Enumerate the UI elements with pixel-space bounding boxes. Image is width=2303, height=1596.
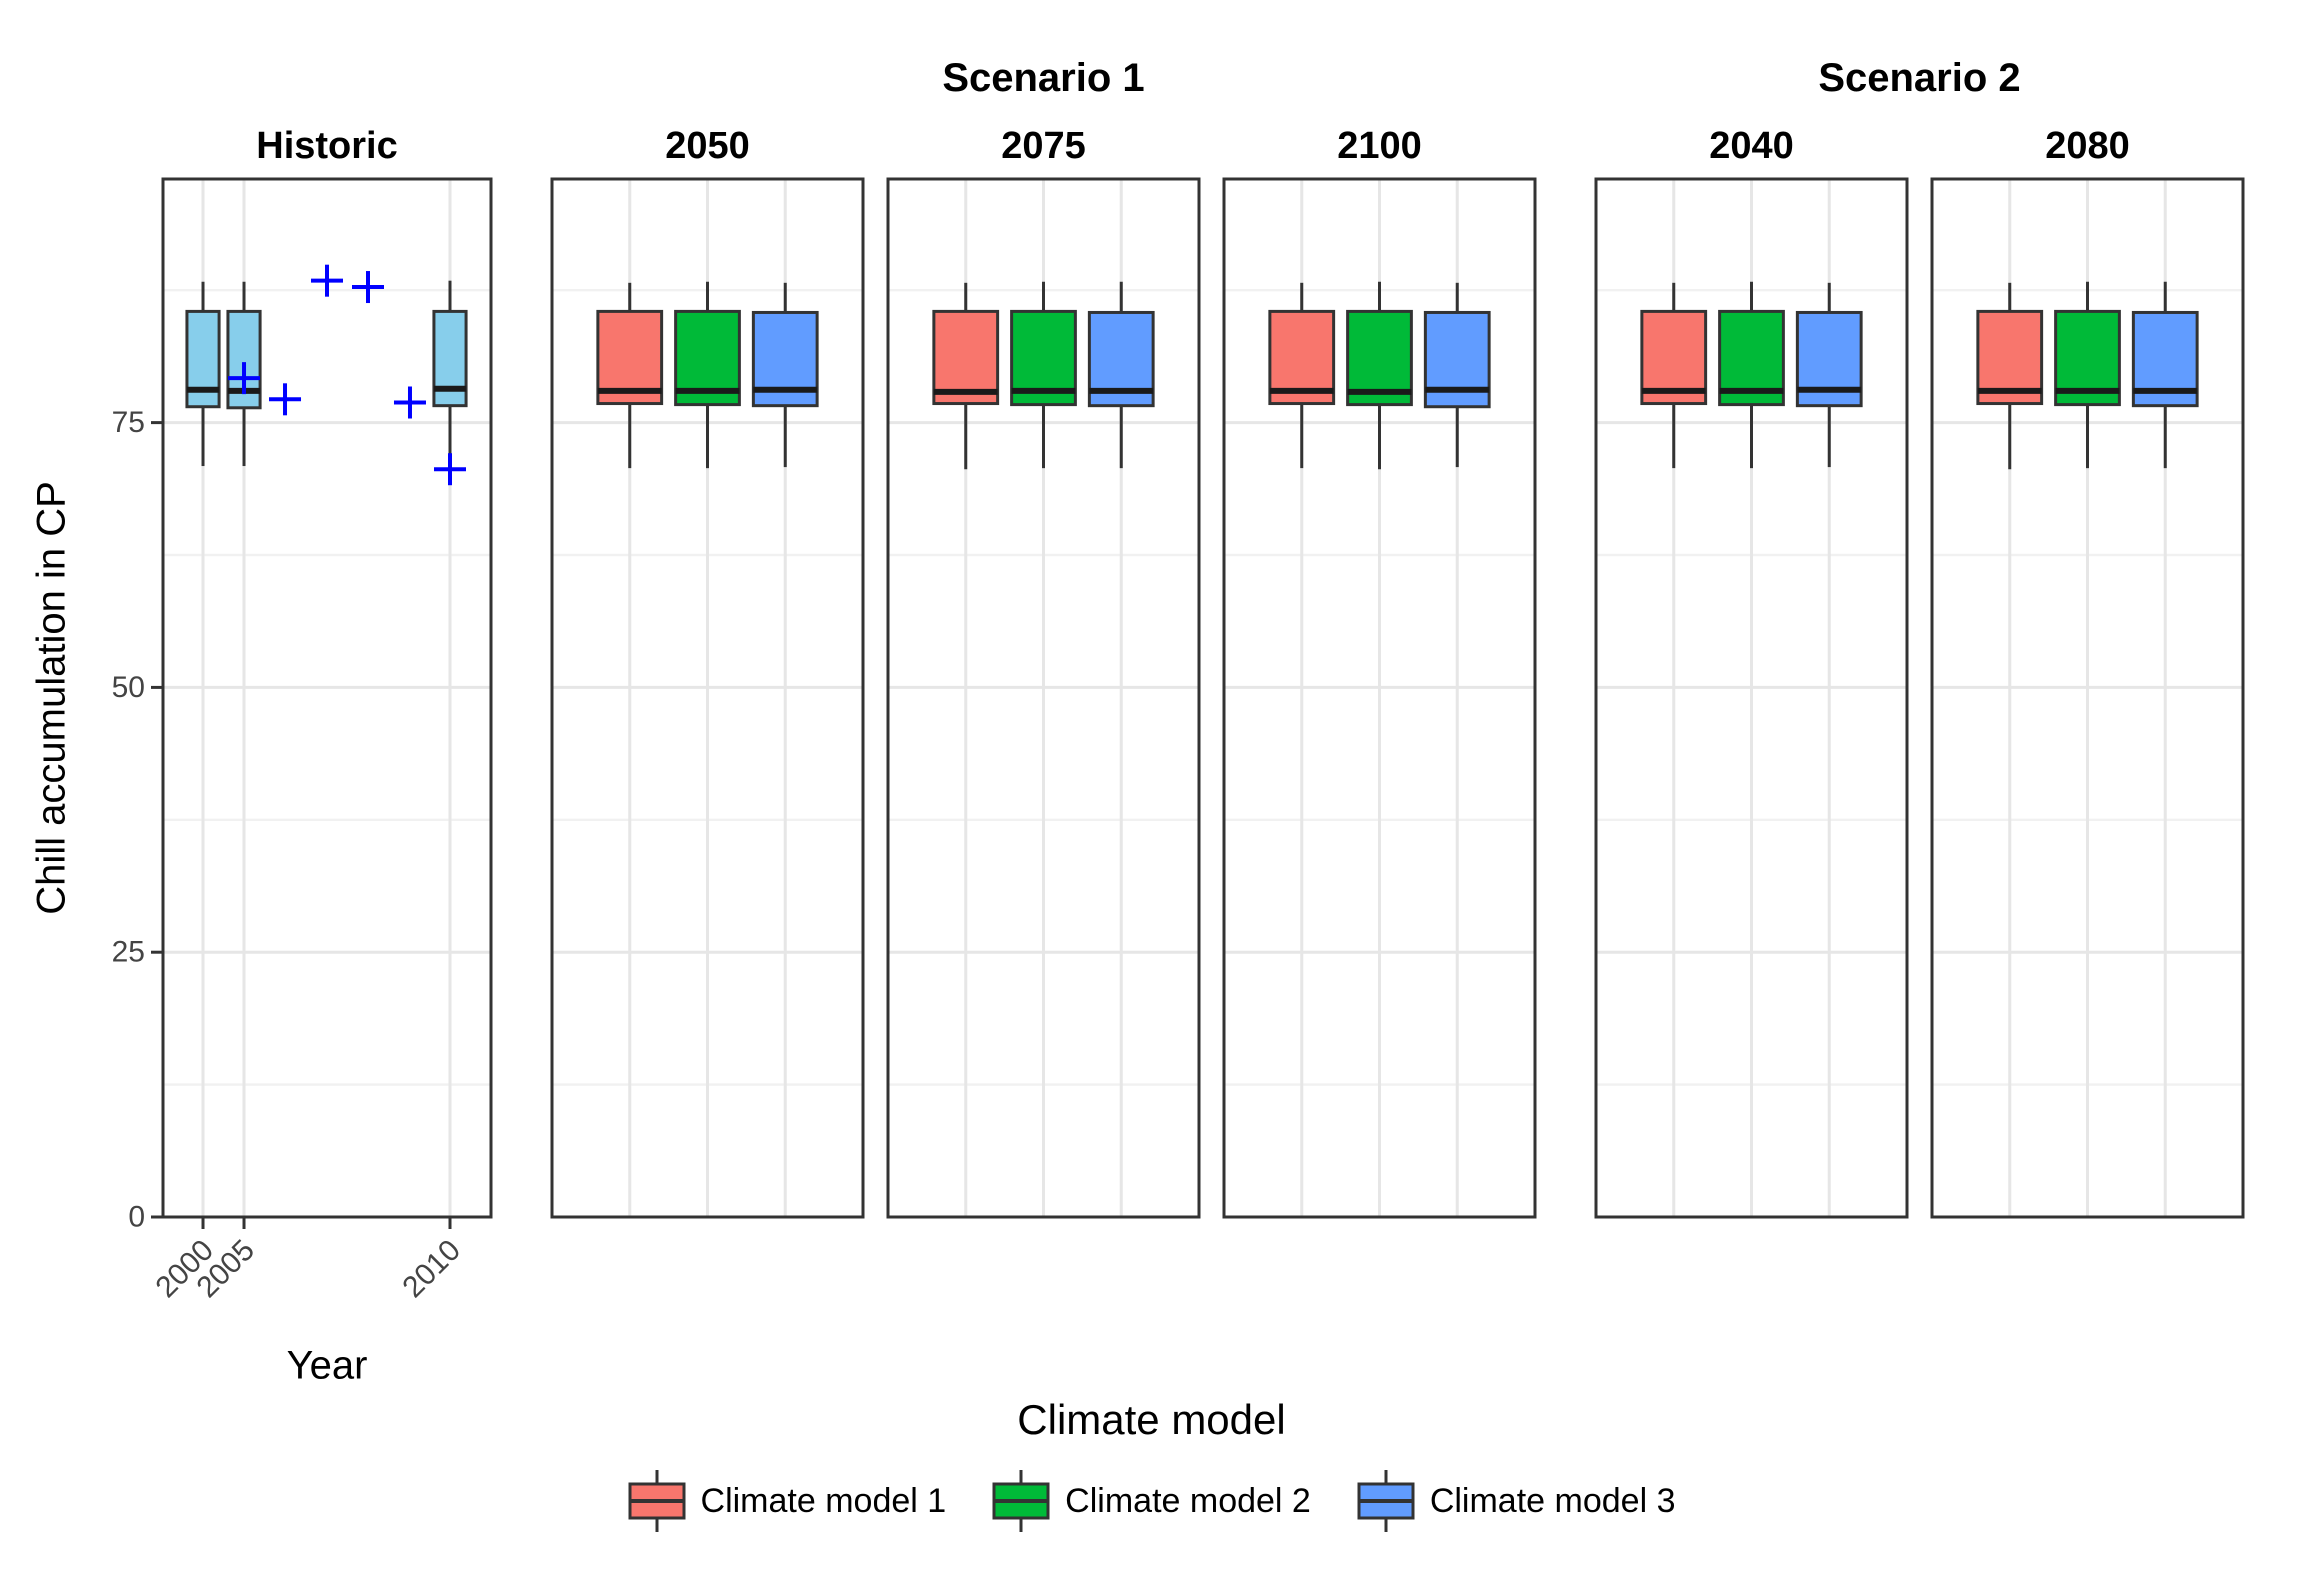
panel-header: 2050 [665,125,750,167]
y-tick-label: 25 [112,936,145,969]
boxplot-model1 [1268,282,1336,469]
data-point-cross [228,362,261,395]
facet-group-header: Scenario 1 [942,56,1144,100]
y-tick-label: 75 [112,406,145,439]
boxplot-model2 [1010,281,1077,469]
boxplot-key-icon [992,1470,1050,1532]
y-tick-label: 50 [112,671,145,704]
boxplot-model3 [1423,282,1491,468]
legend-entry-label: Climate model 3 [1429,1481,1676,1520]
panel-border [1930,177,2245,1219]
panel-header: 2040 [1709,125,1794,167]
legend-entry: Climate model 1 [628,1468,947,1534]
data-point-cross [311,264,343,297]
panel-header: Historic [256,125,397,167]
boxplot-model2 [674,281,741,469]
panel-header: 2075 [1001,125,1086,167]
boxplot-model3 [1087,281,1155,469]
legend-entry-label: Climate model 2 [1065,1481,1311,1520]
boxplot-model2 [1718,281,1785,469]
boxplot-historic [185,281,221,467]
panel-border [1594,177,1909,1219]
legend: Climate model Climate model 1 Climate mod… [0,1396,2303,1534]
boxplot-model3 [1795,282,1863,468]
panel-border [550,177,865,1219]
y-axis-title: Chill accumulation in CP [29,481,74,915]
legend-title: Climate model [1017,1396,1286,1443]
panel-2075: 2075 [886,125,1201,1219]
panel-border [886,177,1201,1219]
legend-entry-label: Climate model 1 [700,1481,947,1520]
boxplot-model2 [1346,281,1413,470]
panel-header: 2080 [2045,125,2130,167]
x-tick-label: 2010 [396,1234,467,1305]
data-point-cross [269,383,302,416]
boxplot-model1 [1640,282,1708,469]
panel-header: 2100 [1337,125,1422,167]
legend-entries: Climate model 1 Climate model 2 Climate mo… [628,1468,1676,1534]
legend-entry: Climate model 3 [1357,1468,1676,1534]
legend-entry: Climate model 2 [992,1468,1311,1534]
panel-2050: 2050 [550,125,865,1219]
boxplot-model1 [932,282,1000,470]
boxplot-model3 [2131,281,2199,469]
panel-2040: 2040 [1594,125,1909,1219]
x-axis-title: Year [286,1343,368,1388]
boxplot-model2 [2054,281,2121,469]
panel-border [161,177,493,1219]
panel-2080: 2080 [1930,125,2245,1219]
data-point-cross [434,453,466,486]
boxplot-box [932,309,1000,406]
data-point-cross [393,386,426,419]
boxplot-key-icon [1357,1470,1415,1532]
facet-group-header: Scenario 2 [1818,56,2020,100]
y-tick-label: 0 [128,1201,145,1234]
panel-border [1222,177,1537,1219]
boxplot-historic [432,280,468,455]
boxplot-model1 [1976,282,2044,470]
boxplot-model3 [751,282,819,468]
panel-2100: 2100 [1222,125,1537,1219]
boxplot-model1 [596,282,664,469]
data-point-cross [352,271,384,304]
boxplot-key-icon [628,1470,686,1532]
